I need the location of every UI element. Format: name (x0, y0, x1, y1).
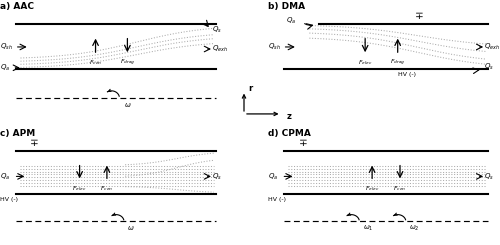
Text: $\omega_1$: $\omega_1$ (363, 224, 374, 233)
Text: z: z (286, 112, 292, 121)
Text: $\omega$: $\omega$ (128, 224, 135, 232)
Text: HV (-): HV (-) (398, 73, 416, 77)
Text: $\mp$: $\mp$ (30, 137, 39, 148)
Text: $F_{elec}$: $F_{elec}$ (72, 184, 87, 193)
Text: $\mp$: $\mp$ (298, 137, 307, 148)
Text: $Q_{exh}$: $Q_{exh}$ (484, 42, 500, 52)
Text: HV (-): HV (-) (268, 197, 285, 202)
Text: $F_{cen}$: $F_{cen}$ (100, 184, 114, 193)
Text: $Q_s$: $Q_s$ (484, 171, 494, 182)
Text: $\mp$: $\mp$ (414, 11, 424, 22)
Text: b) DMA: b) DMA (268, 2, 304, 11)
Text: $\omega$: $\omega$ (124, 101, 132, 109)
Text: $Q_{sh}$: $Q_{sh}$ (268, 42, 280, 52)
Text: $Q_a$: $Q_a$ (286, 15, 296, 25)
Text: $F_{drag}$: $F_{drag}$ (120, 58, 135, 68)
Text: $F_{elec}$: $F_{elec}$ (365, 184, 380, 193)
Text: $Q_{sh}$: $Q_{sh}$ (0, 42, 13, 52)
Text: $F_{drag}$: $F_{drag}$ (390, 58, 406, 68)
Text: $F_{elec}$: $F_{elec}$ (358, 58, 372, 67)
Text: $Q_a$: $Q_a$ (268, 171, 278, 182)
Text: a) AAC: a) AAC (0, 2, 34, 11)
Text: d) CPMA: d) CPMA (268, 129, 310, 138)
Text: c) APM: c) APM (0, 129, 35, 138)
Text: HV (-): HV (-) (0, 197, 18, 202)
Text: $Q_a$: $Q_a$ (0, 63, 10, 73)
Text: $Q_s$: $Q_s$ (484, 62, 494, 73)
Text: r: r (248, 84, 252, 93)
Text: $Q_{exh}$: $Q_{exh}$ (212, 44, 228, 54)
Text: $Q_a$: $Q_a$ (0, 171, 10, 182)
Text: $Q_s$: $Q_s$ (212, 24, 222, 35)
Text: $Q_s$: $Q_s$ (212, 171, 222, 182)
Text: $F_{cen}$: $F_{cen}$ (394, 184, 406, 193)
Text: $\omega_2$: $\omega_2$ (410, 224, 420, 233)
Text: $F_{cen}$: $F_{cen}$ (89, 58, 102, 67)
